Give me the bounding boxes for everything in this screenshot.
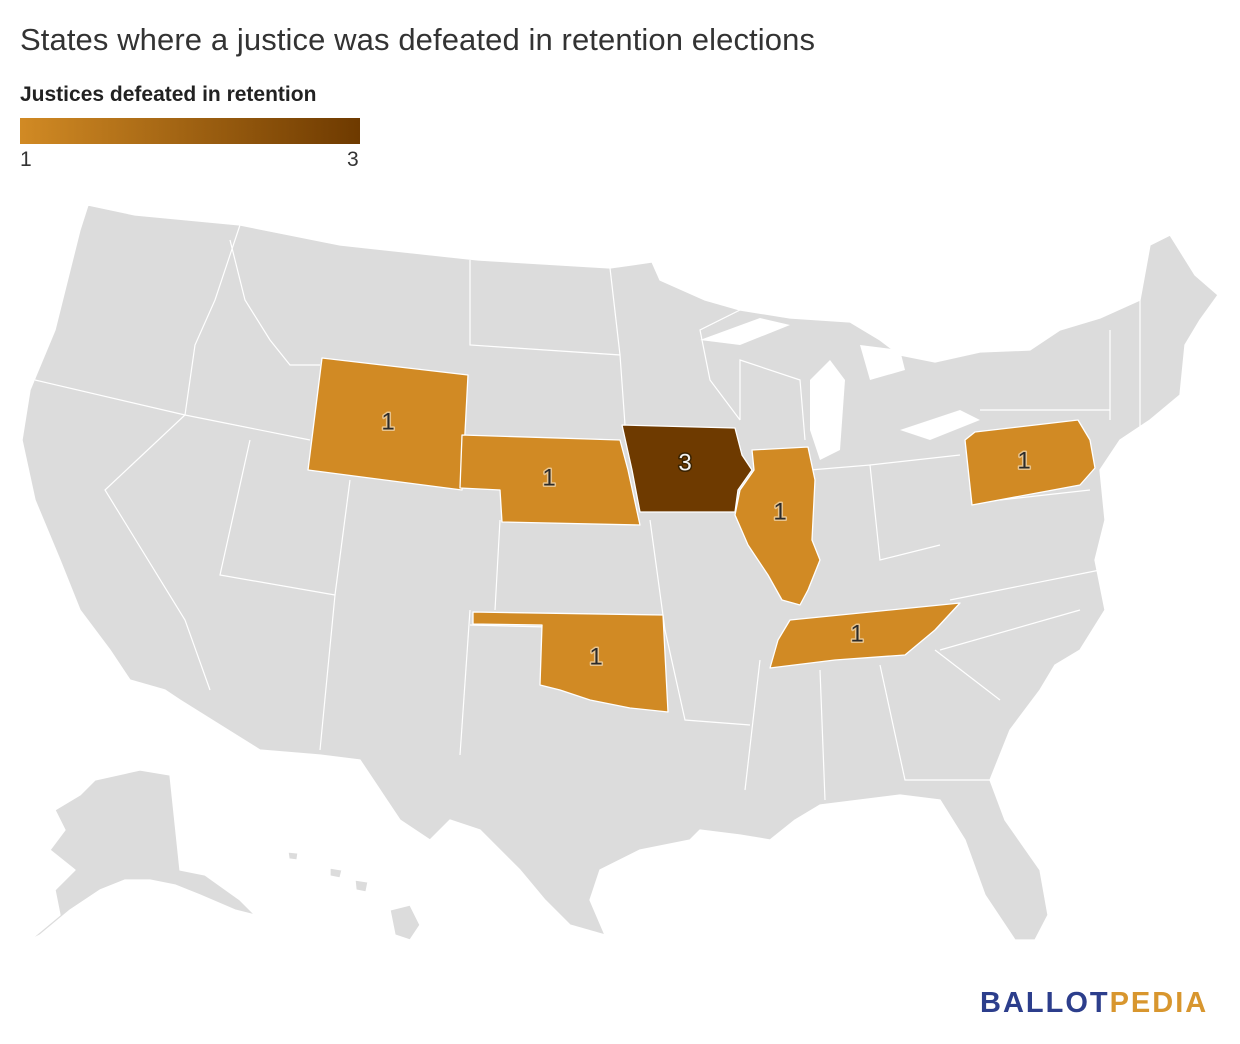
contiguous-us	[21, 204, 1219, 941]
legend-color-scale	[20, 118, 360, 144]
brand-part-2: PEDIA	[1109, 987, 1209, 1019]
state-label-nebraska: 1	[542, 465, 555, 492]
alaska	[29, 769, 256, 941]
legend-min-label: 1	[20, 148, 32, 171]
state-label-tennessee: 1	[850, 621, 863, 648]
state-illinois	[734, 446, 821, 606]
state-label-iowa: 3	[678, 450, 691, 477]
state-tennessee	[769, 602, 961, 669]
brand-part-1: BALLOT	[980, 987, 1110, 1019]
state-label-pennsylvania: 1	[1017, 448, 1030, 475]
map-title: States where a justice was defeated in r…	[20, 22, 816, 57]
state-iowa	[621, 424, 753, 513]
hawaii	[287, 851, 421, 941]
legend-title: Justices defeated in retention	[20, 83, 317, 106]
highlighted-states	[307, 357, 1096, 713]
state-label-illinois: 1	[773, 499, 786, 526]
state-borders	[34, 224, 1141, 801]
great-lakes	[700, 318, 980, 460]
legend-max-label: 3	[347, 148, 359, 171]
state-label-oklahoma: 1	[589, 644, 602, 671]
state-label-wyoming: 1	[381, 409, 394, 436]
state-nebraska	[459, 434, 641, 526]
state-pennsylvania	[964, 419, 1096, 506]
state-wyoming	[307, 357, 469, 491]
us-base-map	[21, 204, 1219, 941]
state-oklahoma	[472, 611, 669, 713]
state-value-labels: 1 1 3 1 1 1 1	[380, 407, 1032, 672]
ballotpedia-logo: BALLOTPEDIA	[980, 987, 1208, 1020]
